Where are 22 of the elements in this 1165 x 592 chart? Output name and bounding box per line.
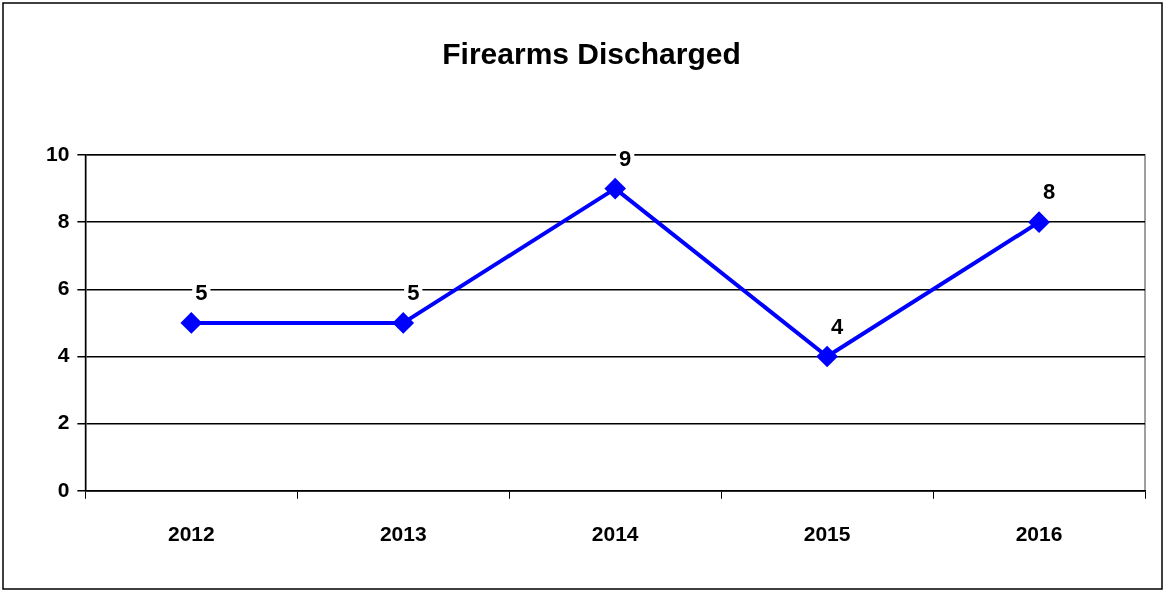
x-tick-label: 2016 — [1015, 522, 1063, 546]
point — [1029, 212, 1050, 233]
data-label: 9 — [619, 145, 632, 171]
y-tick-label: 0 — [57, 477, 70, 501]
point — [181, 312, 202, 333]
x-tick-label: 2014 — [591, 522, 639, 546]
data-label: 5 — [407, 279, 420, 305]
point — [393, 312, 414, 333]
data-label: 4 — [830, 313, 844, 339]
data-label: 5 — [195, 279, 208, 305]
y-tick-label: 2 — [57, 410, 70, 434]
point — [605, 178, 626, 199]
y-tick-label: 6 — [57, 276, 70, 300]
point — [817, 346, 838, 367]
data-label: 8 — [1042, 179, 1056, 205]
x-tick-label: 2012 — [167, 522, 215, 546]
x-tick-label: 2015 — [803, 522, 851, 546]
x-tick-label: 2013 — [379, 522, 427, 546]
y-tick-label: 10 — [46, 141, 70, 165]
chart-title: Firearms Discharged — [442, 37, 741, 71]
y-tick-label: 4 — [57, 343, 70, 367]
y-tick-label: 8 — [57, 208, 70, 232]
